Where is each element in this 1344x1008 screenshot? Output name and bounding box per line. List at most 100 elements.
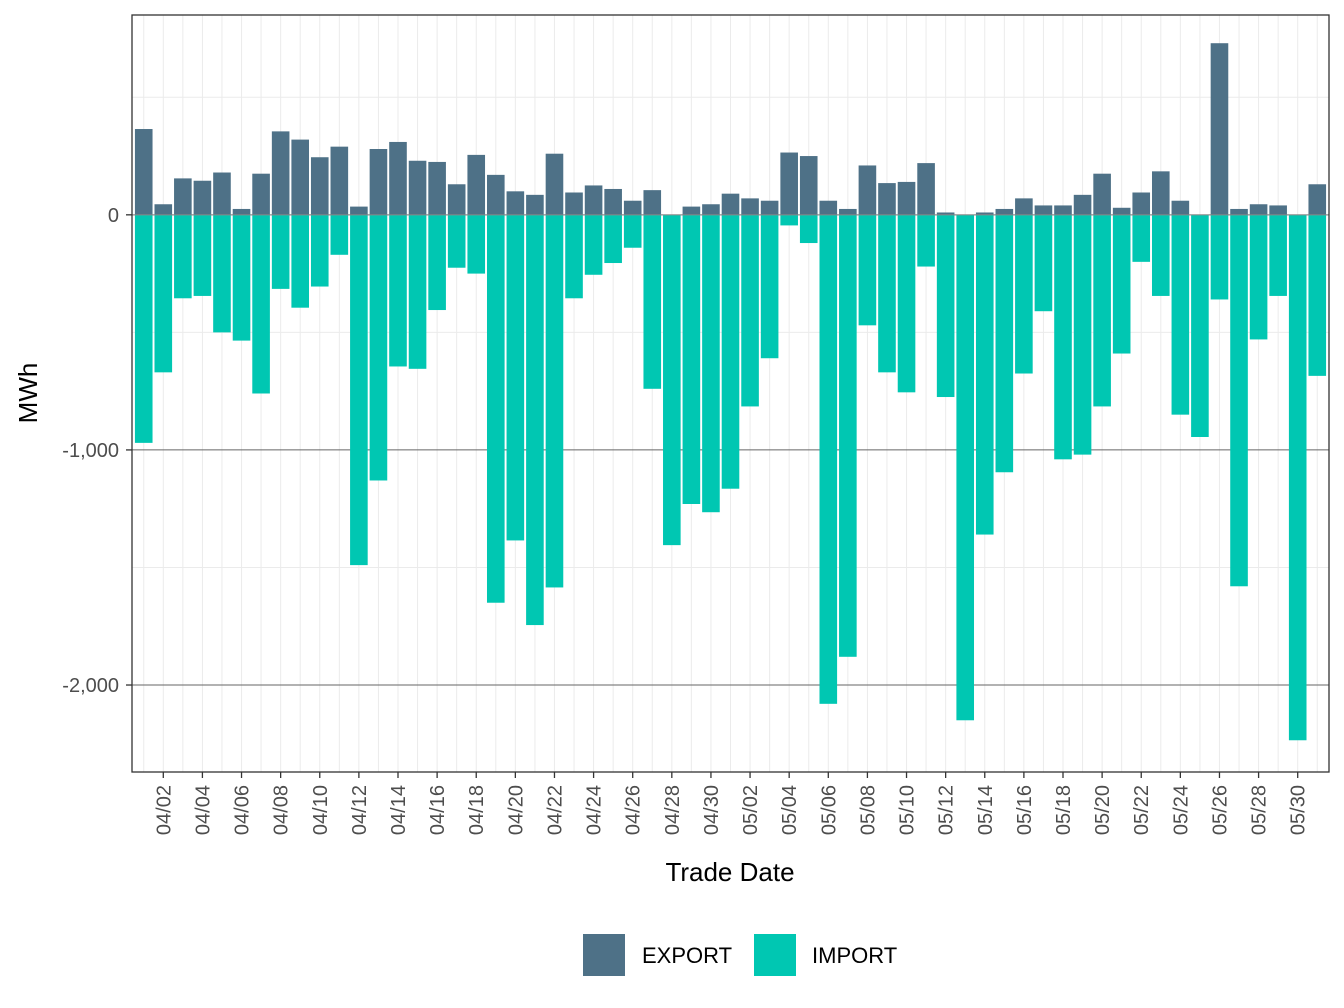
bar-import-05-07 bbox=[839, 214, 857, 657]
bar-import-04-18 bbox=[467, 214, 486, 274]
bars bbox=[134, 43, 1327, 741]
bar-import-05-06 bbox=[819, 214, 838, 704]
y-tick-label: 0 bbox=[108, 205, 119, 227]
bar-export-05-16 bbox=[1015, 198, 1033, 215]
bar-import-05-13 bbox=[956, 214, 975, 721]
bar-export-05-02 bbox=[741, 198, 759, 215]
x-tick-label: 05/18 bbox=[1053, 785, 1075, 835]
bar-import-04-19 bbox=[486, 214, 505, 603]
bar-export-04-09 bbox=[291, 139, 310, 215]
x-tick-label: 05/14 bbox=[975, 785, 997, 835]
bar-import-04-03 bbox=[174, 214, 192, 299]
bar-export-05-01 bbox=[721, 193, 740, 215]
bar-import-05-19 bbox=[1073, 214, 1092, 455]
bar-export-04-23 bbox=[565, 192, 583, 215]
bar-export-04-02 bbox=[154, 204, 173, 215]
bar-export-05-22 bbox=[1132, 192, 1151, 215]
bar-export-04-16 bbox=[428, 161, 446, 215]
bar-import-05-04 bbox=[780, 214, 798, 226]
x-axis: 04/02 04/04 04/06 04/08 04/10 04/12 04/14 04/16… bbox=[153, 772, 1310, 835]
bar-export-04-12 bbox=[350, 206, 368, 215]
x-tick-label: 05/10 bbox=[897, 785, 919, 835]
bar-import-04-26 bbox=[623, 214, 642, 248]
x-tick-label: 05/20 bbox=[1092, 785, 1114, 835]
x-tick-label: 05/22 bbox=[1131, 785, 1153, 835]
bar-import-04-04 bbox=[193, 214, 212, 296]
bar-export-04-18 bbox=[467, 154, 486, 215]
y-tick-label: -2,000 bbox=[62, 675, 119, 697]
x-tick-label: 04/18 bbox=[466, 785, 488, 835]
x-tick-label: 04/24 bbox=[584, 785, 606, 835]
bar-import-04-27 bbox=[643, 214, 662, 389]
bar-export-05-26 bbox=[1210, 43, 1229, 215]
bar-export-05-08 bbox=[858, 165, 877, 215]
bar-import-05-09 bbox=[878, 214, 896, 373]
bar-import-04-24 bbox=[584, 214, 603, 275]
bar-import-04-15 bbox=[408, 214, 427, 369]
legend-label-import: IMPORT bbox=[812, 943, 897, 968]
bar-export-04-06 bbox=[232, 208, 251, 215]
bar-export-04-21 bbox=[526, 194, 544, 215]
bar-import-04-10 bbox=[310, 214, 329, 287]
bar-export-04-19 bbox=[486, 174, 505, 215]
bar-export-05-17 bbox=[1034, 205, 1053, 215]
bar-export-05-07 bbox=[839, 208, 857, 215]
bar-export-04-08 bbox=[271, 131, 290, 215]
bar-export-04-14 bbox=[389, 141, 407, 215]
bar-export-05-12 bbox=[936, 212, 955, 215]
bar-import-04-01 bbox=[134, 214, 153, 443]
x-axis-title: Trade Date bbox=[665, 857, 794, 887]
bar-export-05-24 bbox=[1171, 200, 1190, 215]
x-tick-label: 04/30 bbox=[701, 785, 723, 835]
bar-import-05-16 bbox=[1015, 214, 1033, 374]
bar-export-04-27 bbox=[643, 190, 662, 215]
bar-import-04-07 bbox=[252, 214, 270, 394]
bar-import-04-29 bbox=[682, 214, 701, 504]
bar-import-04-12 bbox=[350, 214, 368, 566]
bar-import-05-11 bbox=[917, 214, 935, 267]
legend-key-export bbox=[583, 934, 625, 976]
bar-export-05-14 bbox=[975, 212, 994, 215]
y-tick-label: -1,000 bbox=[62, 440, 119, 462]
x-tick-label: 04/20 bbox=[505, 785, 527, 835]
legend: EXPORT IMPORT bbox=[583, 934, 897, 976]
bar-import-04-14 bbox=[389, 214, 407, 367]
x-tick-label: 04/14 bbox=[388, 785, 410, 835]
y-axis: 0 -1,000 -2,000 bbox=[62, 205, 132, 697]
bar-import-04-06 bbox=[232, 214, 251, 341]
x-tick-label: 05/08 bbox=[857, 785, 879, 835]
bar-export-04-13 bbox=[369, 149, 388, 215]
bar-import-05-30 bbox=[1288, 214, 1307, 741]
bar-export-05-29 bbox=[1269, 205, 1287, 215]
bar-export-05-18 bbox=[1054, 205, 1072, 215]
y-axis-title: MWh bbox=[13, 363, 43, 424]
bar-import-05-05 bbox=[799, 214, 818, 244]
bar-import-05-17 bbox=[1034, 214, 1053, 312]
x-tick-label: 04/16 bbox=[427, 785, 449, 835]
bar-import-05-10 bbox=[897, 214, 916, 393]
bar-import-04-11 bbox=[330, 214, 349, 255]
x-tick-label: 05/12 bbox=[936, 785, 958, 835]
x-tick-label: 04/22 bbox=[544, 785, 566, 835]
x-tick-label: 04/08 bbox=[271, 785, 293, 835]
bar-import-05-28 bbox=[1249, 214, 1268, 340]
bar-import-05-24 bbox=[1171, 214, 1190, 415]
bar-export-04-17 bbox=[447, 184, 466, 215]
panel-border bbox=[131, 14, 1330, 773]
bar-import-05-12 bbox=[936, 214, 955, 398]
x-tick-label: 04/26 bbox=[623, 785, 645, 835]
x-tick-label: 05/28 bbox=[1249, 785, 1271, 835]
bar-export-05-27 bbox=[1230, 208, 1248, 215]
x-tick-label: 05/04 bbox=[779, 785, 801, 835]
bar-export-04-04 bbox=[193, 180, 212, 215]
bar-export-04-20 bbox=[506, 191, 525, 215]
bar-import-04-17 bbox=[447, 214, 466, 268]
x-tick-label: 05/30 bbox=[1288, 785, 1310, 835]
bar-import-04-21 bbox=[526, 214, 544, 626]
bar-export-05-10 bbox=[897, 181, 916, 215]
bar-import-05-15 bbox=[995, 214, 1014, 473]
bar-import-05-27 bbox=[1230, 214, 1248, 587]
bar-import-04-28 bbox=[663, 214, 681, 546]
bar-export-05-04 bbox=[780, 152, 798, 215]
bar-export-04-07 bbox=[252, 173, 270, 215]
